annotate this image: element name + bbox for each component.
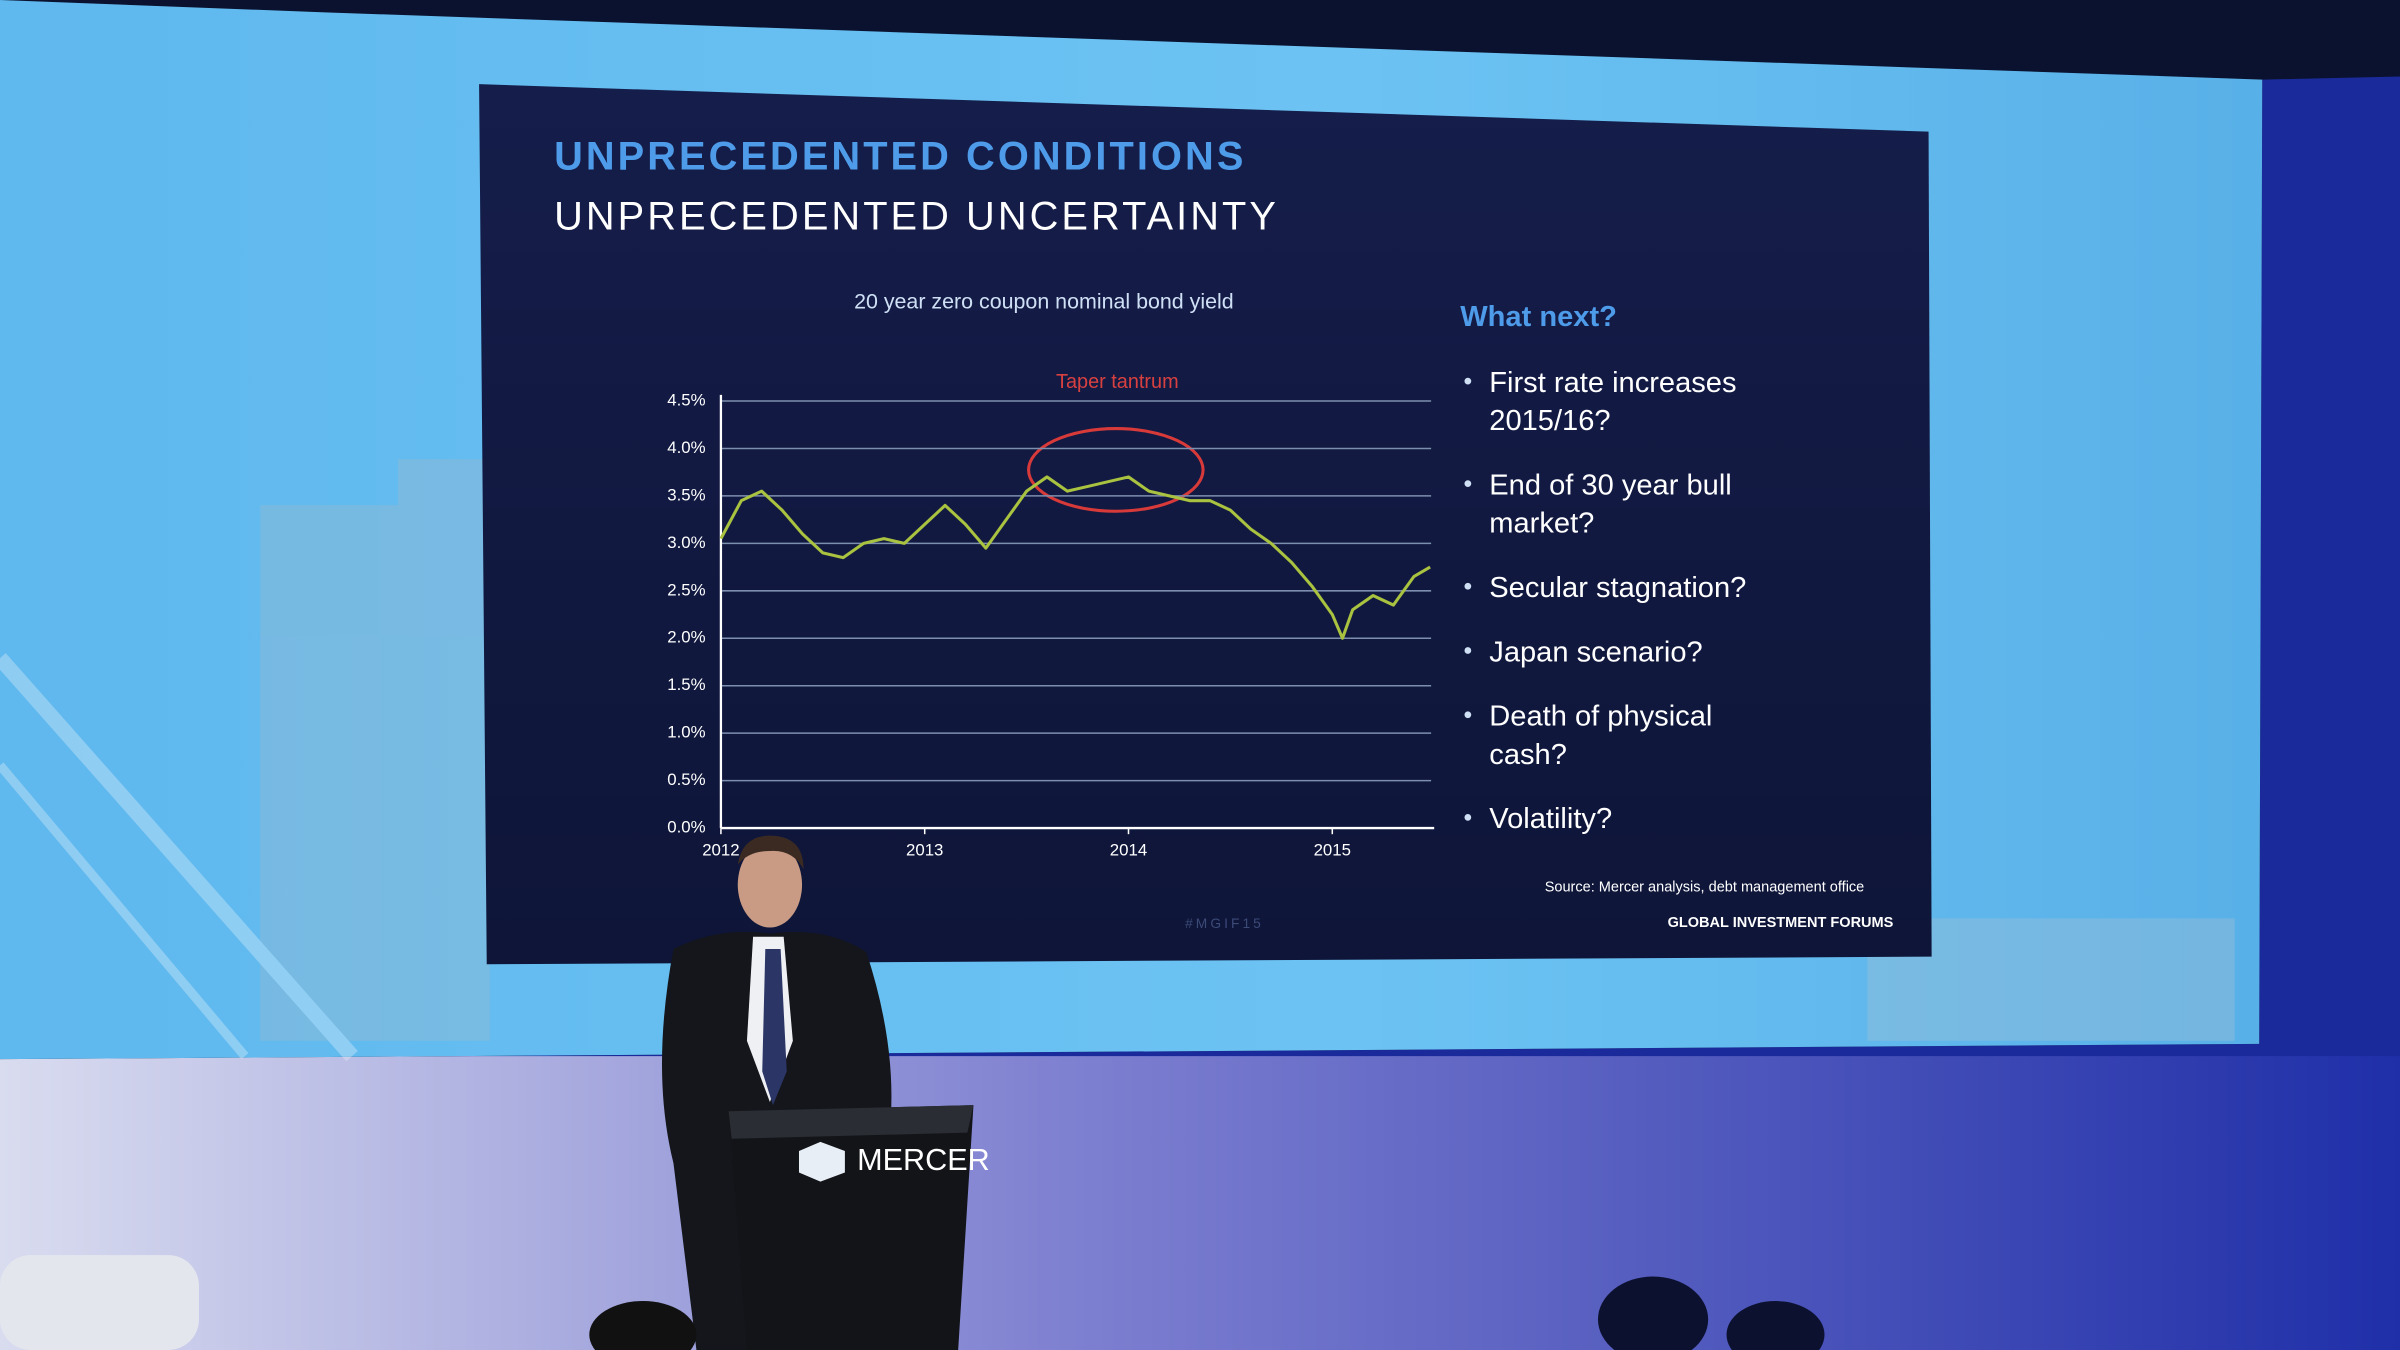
y-tick-label: 1.5% — [667, 675, 705, 694]
y-tick-label: 3.0% — [667, 533, 705, 552]
y-tick-label: 0.5% — [667, 770, 705, 789]
bullet-text: End of 30 year bull — [1489, 469, 1731, 501]
y-tick-label: 4.5% — [667, 390, 705, 409]
data-line — [719, 475, 1431, 640]
bullet-dot — [1464, 813, 1472, 821]
chart-title: 20 year zero coupon nominal bond yield — [854, 290, 1234, 314]
y-tick-label: 4.0% — [667, 438, 705, 457]
bullet-list: First rate increases 2015/16? End of 30 ye… — [1464, 367, 1746, 835]
y-tick-label: 1.0% — [667, 723, 705, 742]
y-tick-label: 3.5% — [667, 485, 705, 504]
x-tick-label: 2014 — [1110, 840, 1147, 859]
chart: 0.0% 0.5% 1.0% 1.5% 2.0% 2.5% 3.0% 3.5% 4.0% 4.5%… — [667, 390, 1435, 859]
podium: MERCER — [728, 1105, 990, 1350]
podium-brand: MERCER — [857, 1143, 990, 1177]
slide-footer: GLOBAL INVESTMENT FORUMS — [1668, 915, 1894, 931]
bullet-dot — [1464, 582, 1472, 590]
x-tick-label: 2013 — [906, 840, 943, 859]
slide — [479, 84, 1932, 965]
source-note: Source: Mercer analysis, debt management… — [1545, 880, 1865, 896]
y-tick-label: 2.5% — [667, 580, 705, 599]
slide-title-line-1: UNPRECEDENTED CONDITIONS — [554, 135, 1246, 179]
bullet-text: Japan scenario? — [1489, 636, 1702, 668]
hashtag: #MGIF15 — [1185, 916, 1264, 931]
y-tick-label: 2.0% — [667, 628, 705, 647]
annotation-ellipse — [1027, 427, 1205, 513]
annotation: Taper tantrum — [1056, 371, 1179, 393]
bullet-text: Secular stagnation? — [1489, 572, 1746, 604]
bullet-dot — [1464, 377, 1472, 385]
bullet-text: cash? — [1489, 739, 1567, 771]
bullet-text: 2015/16? — [1489, 405, 1610, 437]
bullet-dot — [1464, 711, 1472, 719]
bullet-text: market? — [1489, 508, 1594, 540]
side-heading: What next? — [1460, 301, 1617, 333]
x-tick-label: 2015 — [1314, 840, 1351, 859]
stage — [0, 1056, 2400, 1350]
bullet-dot — [1464, 480, 1472, 488]
bullet-dot — [1464, 647, 1472, 654]
bullet-text: Volatility? — [1489, 803, 1612, 835]
slide-title-line-2: UNPRECEDENTED UNCERTAINTY — [554, 194, 1279, 238]
x-tick-label: 2012 — [702, 840, 739, 859]
audience — [0, 1255, 1825, 1350]
bullet-text: First rate increases — [1489, 367, 1736, 399]
y-tick-label: 0.0% — [667, 818, 705, 837]
bullet-text: Death of physical — [1489, 701, 1712, 733]
